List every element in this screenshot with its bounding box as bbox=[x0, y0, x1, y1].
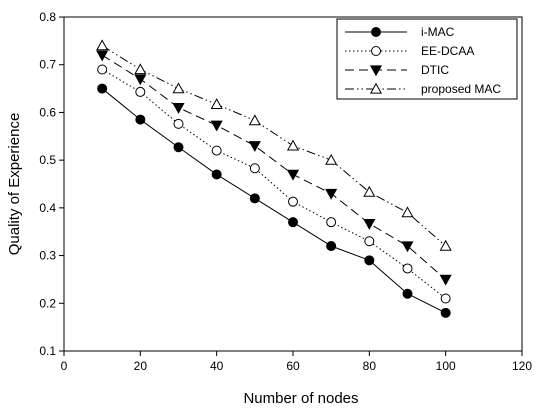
y-tick-label: 0.6 bbox=[39, 105, 56, 119]
data-point bbox=[248, 114, 261, 126]
data-point bbox=[172, 102, 185, 114]
data-point bbox=[173, 118, 184, 129]
data-point bbox=[211, 169, 222, 180]
axes: 0 20 40 60 80 100 120 0.1 0.2 0.3 0.4 0.5 0.6 0.7 0.8 N… bbox=[6, 10, 532, 407]
data-point bbox=[96, 39, 109, 51]
data-point bbox=[97, 64, 108, 75]
data-point bbox=[402, 263, 413, 274]
data-point bbox=[172, 82, 185, 94]
x-tick-label: 60 bbox=[286, 359, 300, 373]
data-point bbox=[288, 217, 298, 228]
data-point bbox=[325, 188, 338, 200]
y-tick-label: 0.8 bbox=[39, 10, 56, 24]
x-tick-label: 120 bbox=[512, 359, 532, 373]
data-point bbox=[402, 288, 413, 299]
data-point bbox=[134, 63, 147, 75]
series-0 bbox=[97, 83, 451, 318]
data-point bbox=[135, 114, 146, 125]
series-1 bbox=[97, 64, 451, 304]
x-tick-label: 40 bbox=[210, 359, 224, 373]
x-tick-label: 100 bbox=[436, 359, 456, 373]
data-point bbox=[134, 74, 147, 86]
legend-marker bbox=[371, 27, 381, 37]
legend-marker bbox=[371, 46, 381, 56]
series-3 bbox=[96, 39, 452, 251]
series-line bbox=[101, 54, 446, 280]
series-line bbox=[101, 69, 446, 299]
x-tick-label: 80 bbox=[363, 359, 377, 373]
data-point bbox=[249, 193, 260, 204]
data-point bbox=[288, 196, 298, 207]
x-axis-title: Number of nodes bbox=[243, 390, 358, 407]
data-point bbox=[363, 218, 376, 230]
legend-entry: DTIC bbox=[345, 63, 449, 77]
y-tick-label: 0.2 bbox=[39, 296, 56, 310]
y-tick-label: 0.1 bbox=[39, 344, 56, 358]
data-point bbox=[210, 98, 223, 109]
legend-label: DTIC bbox=[421, 63, 449, 77]
legend-label: proposed MAC bbox=[421, 82, 501, 96]
legend-entry: EE-DCAA bbox=[345, 44, 474, 58]
data-point bbox=[439, 274, 452, 286]
y-tick-label: 0.4 bbox=[39, 201, 56, 215]
data-point bbox=[286, 139, 300, 151]
data-point bbox=[401, 241, 414, 253]
data-point bbox=[325, 153, 338, 165]
data-point bbox=[286, 169, 300, 181]
data-point bbox=[97, 83, 108, 94]
data-point bbox=[211, 145, 222, 156]
x-tick-label: 20 bbox=[134, 359, 148, 373]
data-point bbox=[326, 217, 337, 228]
data-point bbox=[440, 293, 451, 304]
data-point bbox=[210, 120, 223, 132]
y-tick-label: 0.3 bbox=[39, 249, 56, 263]
data-point bbox=[326, 241, 337, 252]
legend-marker bbox=[369, 65, 383, 77]
data-point bbox=[401, 206, 414, 218]
data-point bbox=[363, 185, 376, 197]
x-tick-label: 0 bbox=[61, 359, 68, 373]
data-point bbox=[364, 255, 375, 266]
y-axis-title: Quality of Experience bbox=[6, 113, 23, 256]
y-tick-label: 0.7 bbox=[39, 58, 56, 72]
data-point bbox=[135, 86, 146, 97]
data-point bbox=[439, 239, 452, 251]
series-line bbox=[101, 45, 446, 247]
series-layer bbox=[96, 39, 452, 318]
legend-marker bbox=[369, 82, 383, 94]
legend-label: EE-DCAA bbox=[421, 44, 474, 58]
legend-entry: proposed MAC bbox=[345, 82, 501, 96]
data-point bbox=[248, 141, 261, 153]
data-point bbox=[96, 50, 109, 62]
data-point bbox=[173, 142, 184, 153]
legend: i-MAC EE-DCAA DTIC proposed MAC bbox=[336, 18, 518, 100]
data-point bbox=[249, 163, 260, 174]
data-point bbox=[364, 236, 375, 247]
series-line bbox=[101, 88, 446, 314]
y-tick-label: 0.5 bbox=[39, 153, 56, 167]
data-point bbox=[440, 307, 451, 318]
legend-entry: i-MAC bbox=[345, 25, 455, 39]
series-2 bbox=[96, 50, 452, 286]
legend-label: i-MAC bbox=[421, 25, 455, 39]
